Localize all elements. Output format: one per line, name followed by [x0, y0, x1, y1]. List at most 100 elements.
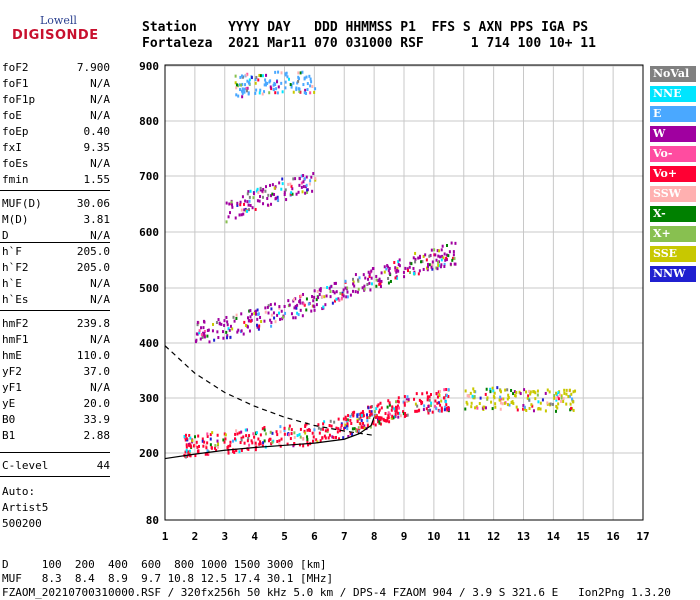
echo-point	[357, 429, 360, 433]
echo-point	[436, 260, 439, 264]
echo-point	[255, 312, 258, 316]
echo-point	[349, 293, 352, 297]
echo-point	[235, 316, 238, 320]
echo-point	[271, 183, 274, 187]
echo-point	[297, 71, 300, 75]
echo-point	[295, 86, 298, 90]
auto-artist: Artist5	[2, 501, 49, 514]
echo-point	[560, 396, 563, 400]
echo-point	[281, 182, 284, 186]
echo-point	[200, 333, 203, 337]
echo-point	[409, 261, 412, 265]
echo-point	[304, 425, 307, 429]
echo-point	[486, 396, 489, 400]
echo-point	[234, 448, 237, 452]
echo-point	[375, 414, 378, 418]
echo-point	[399, 414, 402, 418]
echo-point	[500, 397, 503, 401]
param-value: 33.9	[83, 413, 111, 426]
echo-point	[276, 198, 279, 202]
echo-point	[227, 215, 230, 219]
echo-point	[277, 70, 280, 74]
echo-point	[442, 396, 445, 400]
echo-point	[249, 189, 252, 193]
echo-point	[267, 193, 270, 197]
echo-point	[252, 196, 255, 200]
echo-point	[337, 427, 340, 431]
echo-point	[362, 414, 365, 418]
echo-point	[315, 298, 318, 302]
echo-point	[380, 416, 383, 420]
echo-point	[447, 394, 450, 398]
echo-point	[551, 402, 554, 406]
echo-point	[300, 185, 303, 189]
x-tick-label: 11	[457, 530, 471, 543]
echo-point	[298, 300, 301, 304]
separator-line	[0, 310, 110, 311]
echo-point	[395, 400, 398, 404]
echo-point	[443, 388, 446, 392]
echo-point	[439, 255, 442, 259]
echo-point	[264, 310, 267, 314]
echo-point	[298, 183, 301, 187]
echo-point	[378, 419, 381, 423]
echo-point	[321, 295, 324, 299]
echo-point	[255, 189, 258, 193]
x-tick-label: 17	[636, 530, 649, 543]
echo-point	[272, 87, 275, 91]
echo-point	[329, 295, 332, 299]
echo-point	[351, 427, 354, 431]
echo-point	[242, 435, 245, 439]
echo-point	[443, 252, 446, 256]
echo-point	[248, 82, 251, 86]
param-value: N/A	[90, 77, 110, 90]
echo-point	[214, 444, 217, 448]
echo-point	[339, 426, 342, 430]
echo-point	[268, 91, 271, 95]
echo-point	[328, 433, 331, 437]
echo-point	[240, 89, 243, 93]
param-row: foEs N/A	[2, 156, 110, 172]
echo-point	[324, 303, 327, 307]
echo-point	[479, 396, 482, 400]
echo-point	[248, 309, 251, 313]
echo-point	[397, 263, 400, 267]
echo-point	[425, 258, 428, 262]
x-tick-label: 8	[371, 530, 378, 543]
echo-point	[429, 253, 432, 257]
echo-point	[207, 328, 210, 332]
echo-point	[438, 264, 441, 268]
echo-point	[574, 389, 577, 393]
echo-point	[442, 256, 445, 260]
echo-point	[417, 256, 420, 260]
echo-point	[397, 406, 400, 410]
echo-point	[379, 418, 382, 422]
echo-point	[403, 275, 406, 279]
echo-point	[279, 430, 282, 434]
echo-point	[498, 398, 501, 402]
x-tick-label: 15	[577, 530, 590, 543]
echo-point	[240, 436, 243, 440]
param-name: foF1	[2, 77, 29, 90]
echo-point	[363, 284, 366, 288]
echo-point	[206, 329, 209, 333]
echo-point	[231, 203, 234, 207]
echo-point	[427, 262, 430, 266]
echo-point	[395, 275, 398, 279]
param-value: 9.35	[83, 141, 111, 154]
echo-point	[251, 206, 254, 210]
echo-point	[489, 390, 492, 394]
echo-point	[387, 281, 390, 285]
param-value: N/A	[90, 109, 110, 122]
echo-point	[215, 321, 218, 325]
echo-point	[248, 78, 251, 82]
echo-point	[259, 88, 262, 92]
echo-point	[470, 405, 473, 409]
echo-point	[347, 414, 350, 418]
echo-point	[440, 258, 443, 262]
echo-point	[357, 278, 360, 282]
echo-point	[317, 426, 320, 430]
echo-point	[421, 392, 424, 396]
echo-point	[196, 323, 199, 327]
echo-point	[294, 177, 297, 181]
